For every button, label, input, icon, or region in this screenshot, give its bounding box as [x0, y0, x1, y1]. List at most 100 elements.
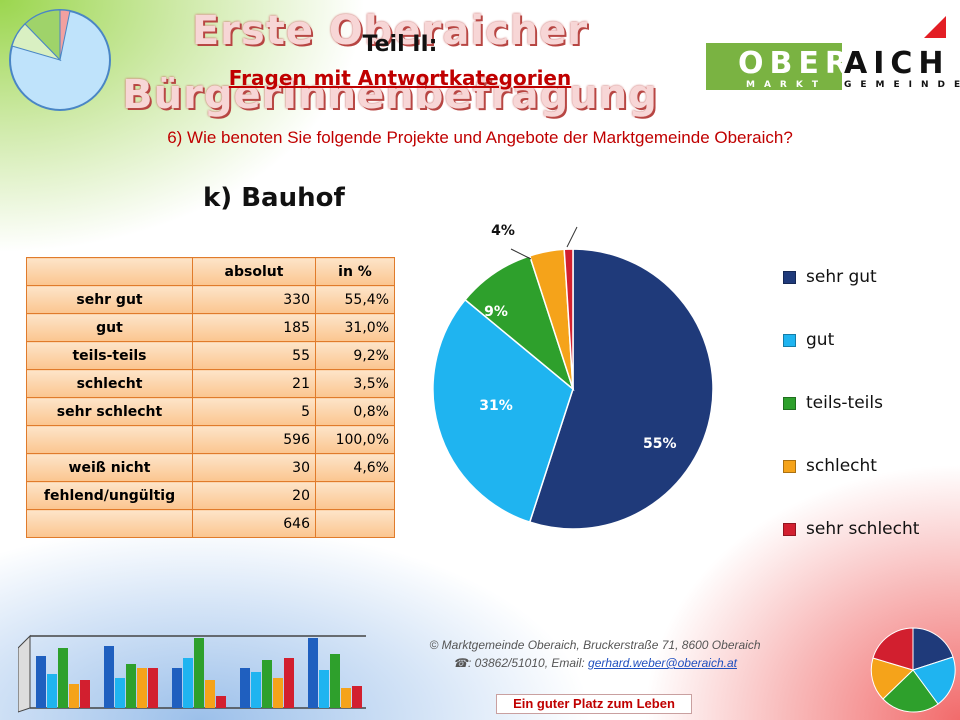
pie-slice-teils-teils — [464, 254, 575, 392]
table-cell-percent: 31,0% — [315, 313, 395, 342]
decorative-bar — [284, 658, 294, 708]
decorative-bar — [352, 686, 362, 708]
decorative-bar — [126, 664, 136, 708]
table-cell-label: schlecht — [26, 369, 193, 398]
table-cell-percent: 55,4% — [315, 285, 395, 314]
legend-item: teils-teils — [783, 392, 953, 414]
logo-sub-left: MARKT — [746, 80, 827, 90]
decorative-bar — [194, 638, 204, 708]
part-title: Teil II: — [362, 32, 438, 57]
legend-swatch — [783, 522, 796, 536]
table-row: fehlend/ungültig 20 — [26, 481, 395, 510]
pie-slice-gut — [432, 298, 574, 524]
table-row: 596 100,0% — [26, 425, 395, 454]
table-cell-percent: 4,6% — [315, 453, 395, 482]
table-row: schlecht 21 3,5% — [26, 369, 395, 398]
decorative-bar — [273, 678, 283, 708]
ghost-title-line1: Erste Oberaicher — [191, 8, 589, 54]
table-cell-absolute: 646 — [192, 509, 316, 538]
decorative-bar — [308, 638, 318, 708]
table-header-cell: absolut — [192, 257, 316, 286]
decorative-bar — [115, 678, 125, 708]
decorative-bar — [319, 670, 329, 708]
footer-phone: ☎: 03862/51010, Email: — [453, 656, 589, 670]
decorative-bar — [251, 672, 261, 708]
decorative-pie-icon — [870, 627, 956, 713]
legend-item: sehr schlecht — [783, 518, 953, 540]
decorative-bar — [240, 668, 250, 708]
decorative-bar — [148, 668, 158, 708]
legend-label: gut — [806, 330, 835, 350]
table-cell-percent: 0,8% — [315, 397, 395, 426]
oberaich-logo: OBER AICH MARKT GEMEINDE — [706, 16, 960, 92]
decorative-bar — [216, 696, 226, 708]
footer-address: © Marktgemeinde Oberaich, Bruckerstraße … — [429, 638, 761, 652]
legend-item: gut — [783, 329, 953, 351]
table-cell-percent: 100,0% — [315, 425, 395, 454]
legend-label: schlecht — [806, 456, 877, 476]
decorative-bar — [172, 668, 182, 708]
table-cell-absolute: 30 — [192, 453, 316, 482]
logo-sub-right: GEMEINDE — [844, 80, 960, 90]
decorative-bar — [341, 688, 351, 708]
table-row: sehr gut 330 55,4% — [26, 285, 395, 314]
decorative-pie-icon — [9, 9, 111, 111]
table-cell-absolute: 330 — [192, 285, 316, 314]
pie-data-label: 31% — [479, 398, 513, 414]
decorative-bar — [137, 668, 147, 708]
table-cell-percent — [315, 509, 395, 538]
section-title: k) Bauhof — [203, 183, 345, 213]
table-row: weiß nicht 30 4,6% — [26, 453, 395, 482]
decorative-bar — [69, 684, 79, 708]
legend-label: sehr gut — [806, 267, 877, 287]
table-cell-label: sehr gut — [26, 285, 193, 314]
pie-data-label: 55% — [643, 436, 677, 452]
logo-word-right: AICH — [844, 46, 950, 81]
legend-item: sehr gut — [783, 266, 953, 288]
table-header-cell: in % — [315, 257, 395, 286]
table-row: gut 185 31,0% — [26, 313, 395, 342]
chart-legend: sehr gut gut teils-teils schlecht sehr schle… — [783, 266, 953, 581]
question-text: 6) Wie benoten Sie folgende Projekte und… — [167, 128, 793, 147]
decorative-bar — [104, 646, 114, 708]
decorative-bar — [36, 656, 46, 708]
ghost-title-line2: BürgerInnenbefragung — [122, 72, 658, 118]
legend-swatch — [783, 270, 796, 284]
decorative-bar — [58, 648, 68, 708]
decorative-bar — [205, 680, 215, 708]
decorative-bar — [47, 674, 57, 708]
table-header-cell — [26, 257, 193, 286]
legend-label: sehr schlecht — [806, 519, 920, 539]
pie-slice-sehr-gut — [528, 248, 714, 530]
pie-data-label: 1% — [578, 222, 602, 225]
table-row: 646 — [26, 509, 395, 538]
table-cell-percent — [315, 481, 395, 510]
table-header-row: absolut in % — [26, 257, 395, 286]
leader-line — [510, 248, 532, 260]
pie-chart: 55% 31% 9% 4% 1% — [432, 222, 714, 530]
logo-word-left: OBER — [738, 46, 854, 81]
table-cell-label — [26, 509, 193, 538]
table-cell-label: weiß nicht — [26, 453, 193, 482]
footer-contact: ☎: 03862/51010, Email: gerhard.weber@obe… — [370, 656, 820, 670]
decorative-bar — [262, 660, 272, 708]
table-cell-label: fehlend/ungültig — [26, 481, 193, 510]
table-row: teils-teils 55 9,2% — [26, 341, 395, 370]
part-subtitle: Fragen mit Antwortkategorien — [228, 66, 572, 90]
table-cell-absolute: 21 — [192, 369, 316, 398]
decorative-bar — [183, 658, 193, 708]
pie-slice-sehr-schlecht — [563, 248, 574, 390]
table-cell-absolute: 55 — [192, 341, 316, 370]
table-cell-absolute: 596 — [192, 425, 316, 454]
table-cell-absolute: 5 — [192, 397, 316, 426]
leader-line — [566, 226, 578, 248]
table-cell-absolute: 185 — [192, 313, 316, 342]
table-cell-percent: 3,5% — [315, 369, 395, 398]
decorative-bar — [330, 654, 340, 708]
logo-red-triangle-icon — [924, 16, 946, 38]
table-cell-absolute: 20 — [192, 481, 316, 510]
legend-swatch — [783, 333, 796, 347]
footer-email-link[interactable]: gerhard.weber@oberaich.at — [588, 656, 737, 670]
pie-data-label: 9% — [484, 304, 508, 320]
table-cell-label: sehr schlecht — [26, 397, 193, 426]
